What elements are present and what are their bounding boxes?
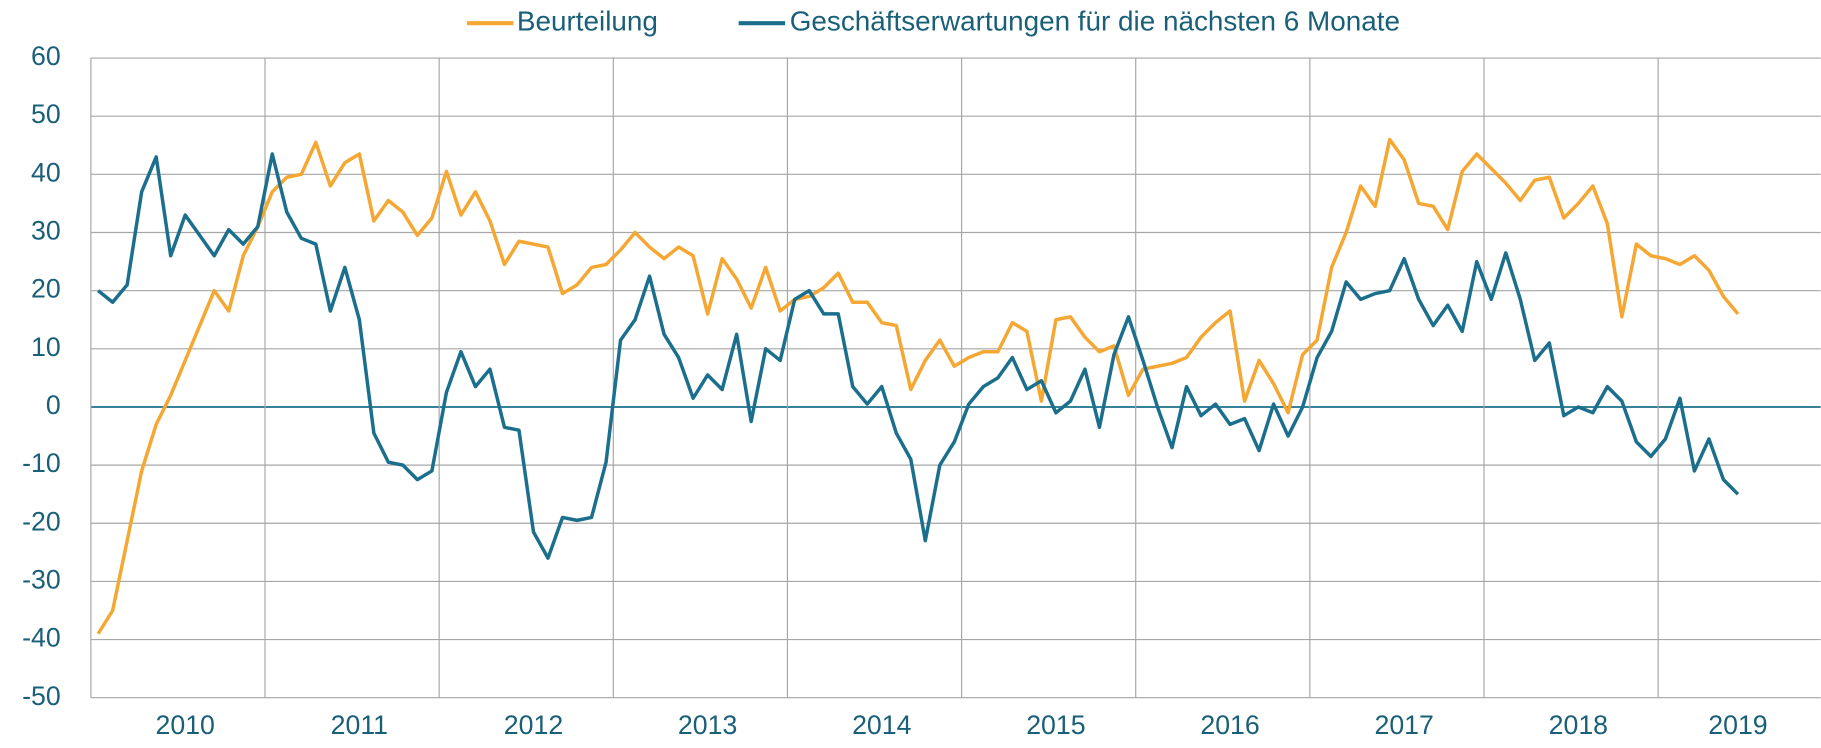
x-tick-label: 2011 bbox=[331, 710, 388, 740]
x-tick-label: 2015 bbox=[1026, 710, 1085, 740]
legend-label: Geschäftserwartungen für die nächsten 6 … bbox=[790, 6, 1400, 37]
x-tick-label: 2013 bbox=[678, 710, 737, 740]
x-tick-label: 2017 bbox=[1375, 710, 1434, 740]
y-tick-label: 50 bbox=[31, 99, 61, 129]
y-tick-label: -30 bbox=[22, 564, 61, 594]
x-tick-label: 2018 bbox=[1549, 710, 1608, 740]
series-line bbox=[97, 152, 1740, 560]
series-line bbox=[96, 137, 1740, 635]
y-tick-label: -10 bbox=[22, 448, 61, 478]
y-tick-label: 30 bbox=[31, 216, 61, 246]
x-tick-label: 2014 bbox=[852, 710, 912, 740]
y-tick-label: -20 bbox=[22, 506, 61, 536]
x-tick-label: 2016 bbox=[1200, 710, 1259, 740]
y-tick-label: -40 bbox=[22, 623, 61, 653]
legend-label: Beurteilung bbox=[517, 6, 658, 37]
x-tick-label: 2010 bbox=[156, 710, 215, 740]
y-tick-label: 60 bbox=[31, 41, 61, 71]
y-tick-label: 10 bbox=[31, 332, 61, 362]
y-tick-label: 20 bbox=[31, 274, 61, 304]
x-tick-label: 2019 bbox=[1708, 710, 1767, 740]
y-tick-label: 0 bbox=[46, 390, 61, 420]
y-tick-label: 40 bbox=[31, 157, 61, 187]
x-tick-label: 2012 bbox=[504, 710, 563, 740]
y-tick-label: -50 bbox=[22, 681, 61, 711]
